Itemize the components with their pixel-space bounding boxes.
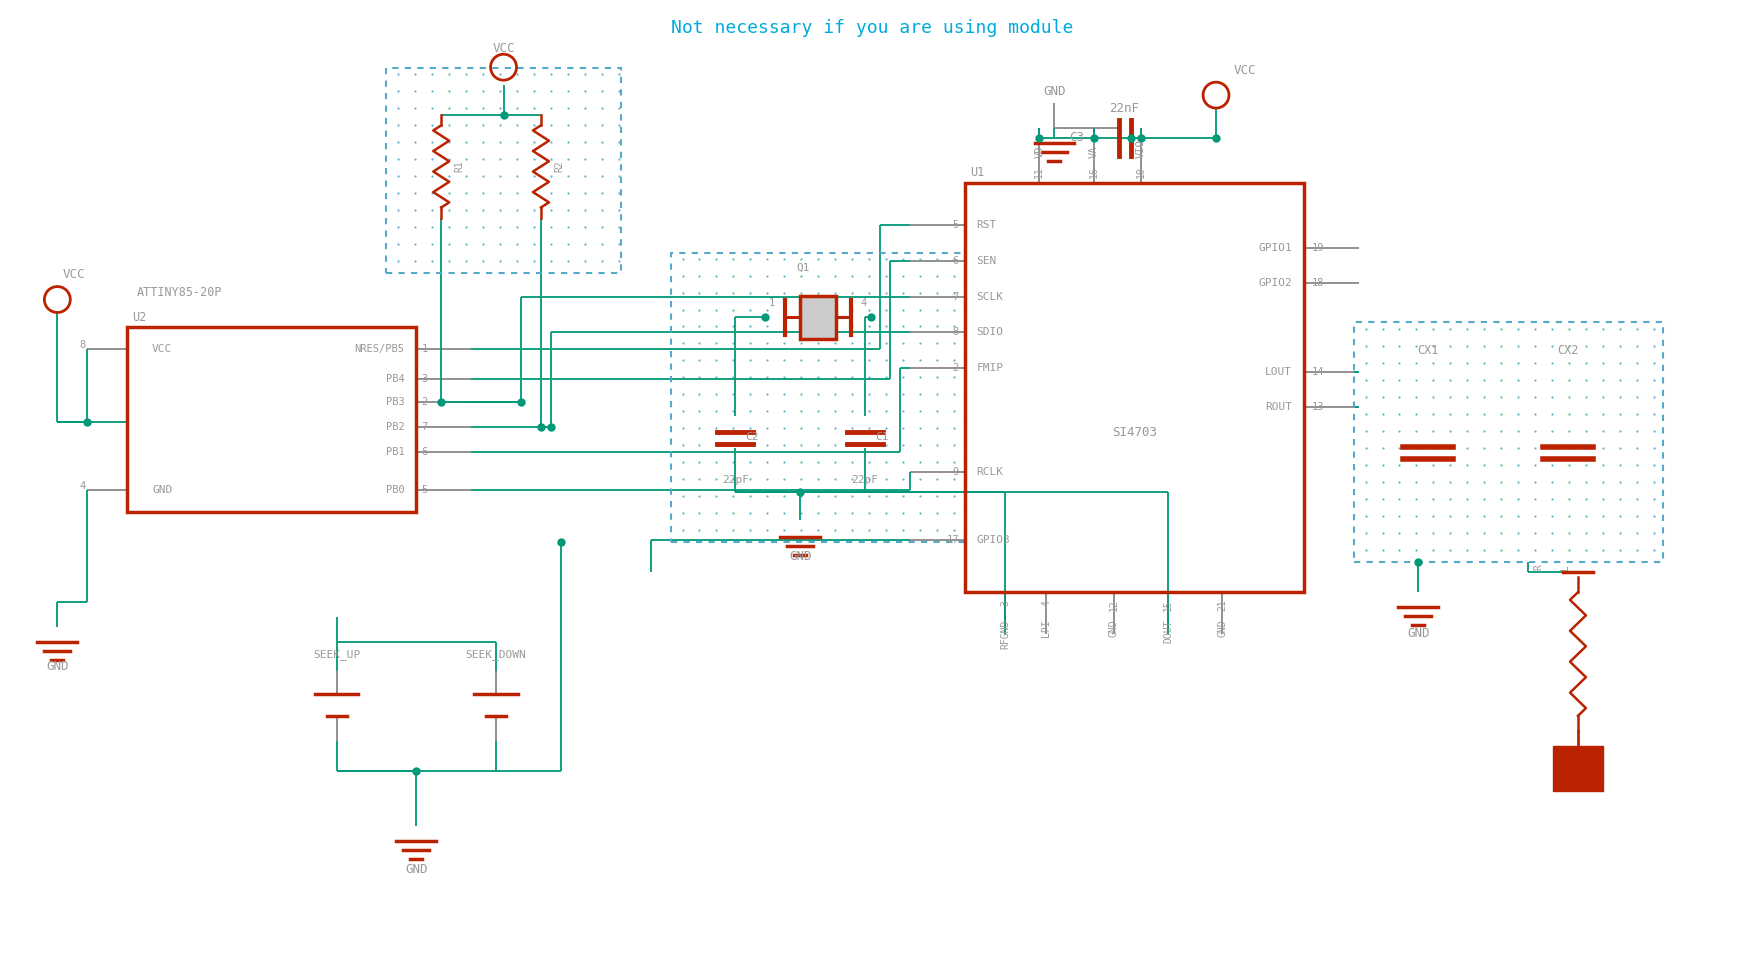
Text: FMIP: FMIP — [977, 364, 1005, 373]
Text: GPIO2: GPIO2 — [1257, 278, 1292, 288]
Text: 22pF: 22pF — [851, 475, 879, 485]
Text: 21: 21 — [1217, 600, 1228, 611]
Text: GND: GND — [1109, 619, 1120, 638]
Bar — [671, 253, 964, 541]
Text: Q1: Q1 — [795, 262, 809, 272]
Text: DOUT: DOUT — [1163, 619, 1174, 643]
Text: 22nF: 22nF — [1109, 102, 1139, 115]
Text: VA: VA — [1088, 146, 1099, 157]
Text: PB2: PB2 — [385, 422, 405, 433]
Text: 7: 7 — [952, 292, 959, 301]
Text: PB4: PB4 — [385, 374, 405, 384]
Text: VIO: VIO — [1135, 139, 1146, 157]
Text: 8: 8 — [952, 328, 959, 337]
Text: 15: 15 — [1163, 600, 1174, 611]
Text: 10: 10 — [1135, 166, 1146, 178]
Text: 2: 2 — [422, 398, 427, 407]
Text: PB0: PB0 — [385, 485, 405, 495]
Text: VCC: VCC — [492, 42, 514, 54]
Text: 3: 3 — [422, 374, 427, 384]
Text: 18: 18 — [1311, 278, 1324, 288]
Text: CX1: CX1 — [1418, 344, 1439, 357]
Text: RST: RST — [977, 220, 998, 229]
Text: GND: GND — [1043, 86, 1066, 98]
Text: VCC: VCC — [152, 344, 173, 355]
Text: R1: R1 — [453, 160, 464, 172]
Text: VCC: VCC — [63, 268, 85, 281]
Text: 4: 4 — [860, 297, 867, 307]
Text: 1: 1 — [769, 297, 774, 307]
Text: R: R — [1533, 564, 1543, 570]
Text: 14: 14 — [1311, 367, 1324, 377]
Text: 3: 3 — [1001, 600, 1010, 606]
Text: PB1: PB1 — [385, 447, 405, 457]
Bar — [127, 328, 417, 512]
Text: GPIO3: GPIO3 — [977, 535, 1010, 545]
Text: 4: 4 — [78, 481, 85, 491]
Text: 9: 9 — [952, 467, 959, 477]
Text: SCLK: SCLK — [977, 292, 1005, 301]
Text: C1: C1 — [875, 433, 888, 442]
Bar — [964, 183, 1305, 592]
Bar — [1353, 323, 1662, 562]
Text: VD: VD — [1034, 146, 1045, 157]
Text: RCLK: RCLK — [977, 467, 1005, 477]
Text: CX2: CX2 — [1557, 344, 1578, 357]
Text: 22pF: 22pF — [722, 475, 748, 485]
Text: SEN: SEN — [977, 256, 998, 265]
Text: PB3: PB3 — [385, 398, 405, 407]
Text: LPI: LPI — [1041, 619, 1052, 638]
Text: LOUT: LOUT — [1264, 367, 1292, 377]
Text: ATTINY85-20P: ATTINY85-20P — [138, 286, 223, 299]
Bar — [387, 68, 621, 272]
Text: 13: 13 — [1311, 402, 1324, 412]
Text: GND: GND — [1407, 627, 1430, 640]
Text: 4: 4 — [1041, 600, 1052, 606]
Text: ROUT: ROUT — [1264, 402, 1292, 412]
Text: SDIO: SDIO — [977, 328, 1005, 337]
Text: 12: 12 — [1109, 600, 1120, 611]
Text: 7: 7 — [422, 422, 427, 433]
Text: RFGND: RFGND — [1001, 619, 1010, 649]
Text: SEEK_UP: SEEK_UP — [312, 649, 361, 660]
Text: Not necessary if you are using module: Not necessary if you are using module — [671, 19, 1073, 37]
Text: NRES/PB5: NRES/PB5 — [354, 344, 405, 355]
Text: 6: 6 — [952, 256, 959, 265]
Text: 5: 5 — [422, 485, 427, 495]
Text: 1: 1 — [422, 344, 427, 355]
Text: 8: 8 — [78, 340, 85, 350]
Text: GND: GND — [405, 863, 427, 876]
Text: GND: GND — [45, 660, 68, 673]
Text: GPIO1: GPIO1 — [1257, 243, 1292, 253]
Text: 17: 17 — [947, 535, 959, 545]
Text: R2: R2 — [555, 160, 563, 172]
Text: U2: U2 — [133, 311, 146, 324]
Text: U1: U1 — [970, 166, 984, 180]
Text: 16: 16 — [1088, 166, 1099, 178]
Text: 5: 5 — [952, 220, 959, 229]
Text: GND: GND — [1217, 619, 1228, 638]
Text: SI4703: SI4703 — [1111, 426, 1156, 438]
Bar — [800, 295, 835, 339]
Text: GND: GND — [152, 485, 173, 495]
Bar — [1554, 746, 1603, 791]
Text: GND: GND — [788, 550, 811, 563]
Text: C3: C3 — [1069, 131, 1085, 145]
Text: VCC: VCC — [1235, 64, 1256, 77]
Text: 11: 11 — [1034, 166, 1045, 178]
Text: SEEK_DOWN: SEEK_DOWN — [466, 649, 527, 660]
Text: 6: 6 — [422, 447, 427, 457]
Text: C2: C2 — [745, 433, 759, 442]
Text: 19: 19 — [1311, 243, 1324, 253]
Text: L: L — [1559, 564, 1570, 570]
Text: 2: 2 — [952, 364, 959, 373]
